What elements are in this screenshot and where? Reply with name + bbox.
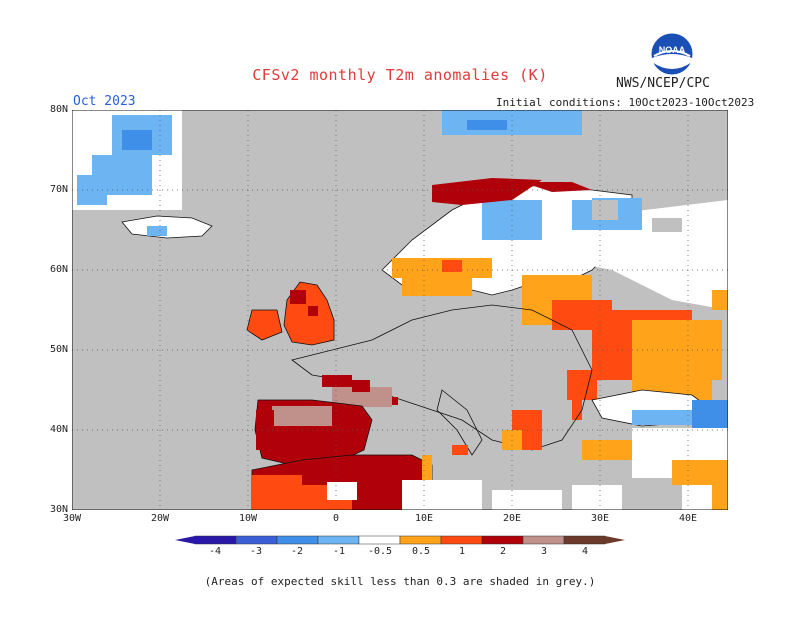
north-africa-region bbox=[251, 454, 622, 510]
colorbar-label: -2 bbox=[290, 546, 304, 557]
lon-label: 20W bbox=[150, 513, 170, 524]
colorbar-label: 1 bbox=[458, 546, 466, 557]
iceland-region bbox=[121, 215, 213, 239]
lat-label: 80N bbox=[49, 104, 68, 115]
colorbar-swatch bbox=[317, 535, 360, 545]
arctic-blue bbox=[442, 110, 582, 135]
colorbar-label: -4 bbox=[208, 546, 222, 557]
logo-text: NOAA bbox=[659, 45, 686, 55]
colorbar-label: -1 bbox=[332, 546, 346, 557]
lon-label: 0 bbox=[332, 513, 340, 524]
lat-label: 50N bbox=[49, 344, 68, 355]
lon-label: 40E bbox=[678, 513, 698, 524]
colorbar-label: 3 bbox=[540, 546, 548, 557]
skill-footnote: (Areas of expected skill less than 0.3 a… bbox=[204, 575, 596, 588]
colorbar-swatch bbox=[522, 535, 565, 545]
lat-label: 30N bbox=[49, 504, 68, 515]
colorbar bbox=[175, 535, 625, 545]
lon-label: 30W bbox=[62, 513, 82, 524]
colorbar-min-arrow bbox=[175, 536, 195, 544]
colorbar-swatch bbox=[194, 535, 237, 545]
colorbar-swatch bbox=[276, 535, 319, 545]
forecast-month: Oct 2023 bbox=[73, 94, 136, 109]
colorbar-label: 0.5 bbox=[411, 546, 431, 557]
colorbar-label: 4 bbox=[581, 546, 589, 557]
initial-conditions: Initial conditions: 10Oct2023-10Oct2023 bbox=[496, 96, 755, 109]
colorbar-swatch bbox=[235, 535, 278, 545]
noaa-logo: NOAA bbox=[650, 32, 694, 76]
lat-label: 40N bbox=[49, 424, 68, 435]
colorbar-label: 2 bbox=[499, 546, 507, 557]
colorbar-swatch bbox=[440, 535, 483, 545]
agency-label: NWS/NCEP/CPC bbox=[616, 76, 710, 91]
colorbar-swatch bbox=[563, 535, 606, 545]
lon-label: 10W bbox=[238, 513, 258, 524]
colorbar-max-arrow bbox=[605, 536, 625, 544]
colorbar-swatch bbox=[399, 535, 442, 545]
lon-label: 30E bbox=[590, 513, 610, 524]
greenland-region bbox=[72, 110, 182, 210]
colorbar-swatch bbox=[481, 535, 524, 545]
iberia-region bbox=[254, 397, 398, 466]
chart-title: CFSv2 monthly T2m anomalies (K) bbox=[252, 66, 548, 84]
lat-label: 60N bbox=[49, 264, 68, 275]
map-gridlines bbox=[72, 110, 728, 510]
anomaly-map bbox=[72, 110, 728, 510]
black-sea-region bbox=[582, 389, 728, 510]
colorbar-label: -3 bbox=[249, 546, 263, 557]
colorbar-swatch bbox=[358, 535, 401, 545]
british-isles bbox=[246, 281, 335, 346]
lon-label: 10E bbox=[414, 513, 434, 524]
colorbar-label: -0.5 bbox=[367, 546, 393, 557]
lat-label: 70N bbox=[49, 184, 68, 195]
lon-label: 20E bbox=[502, 513, 522, 524]
